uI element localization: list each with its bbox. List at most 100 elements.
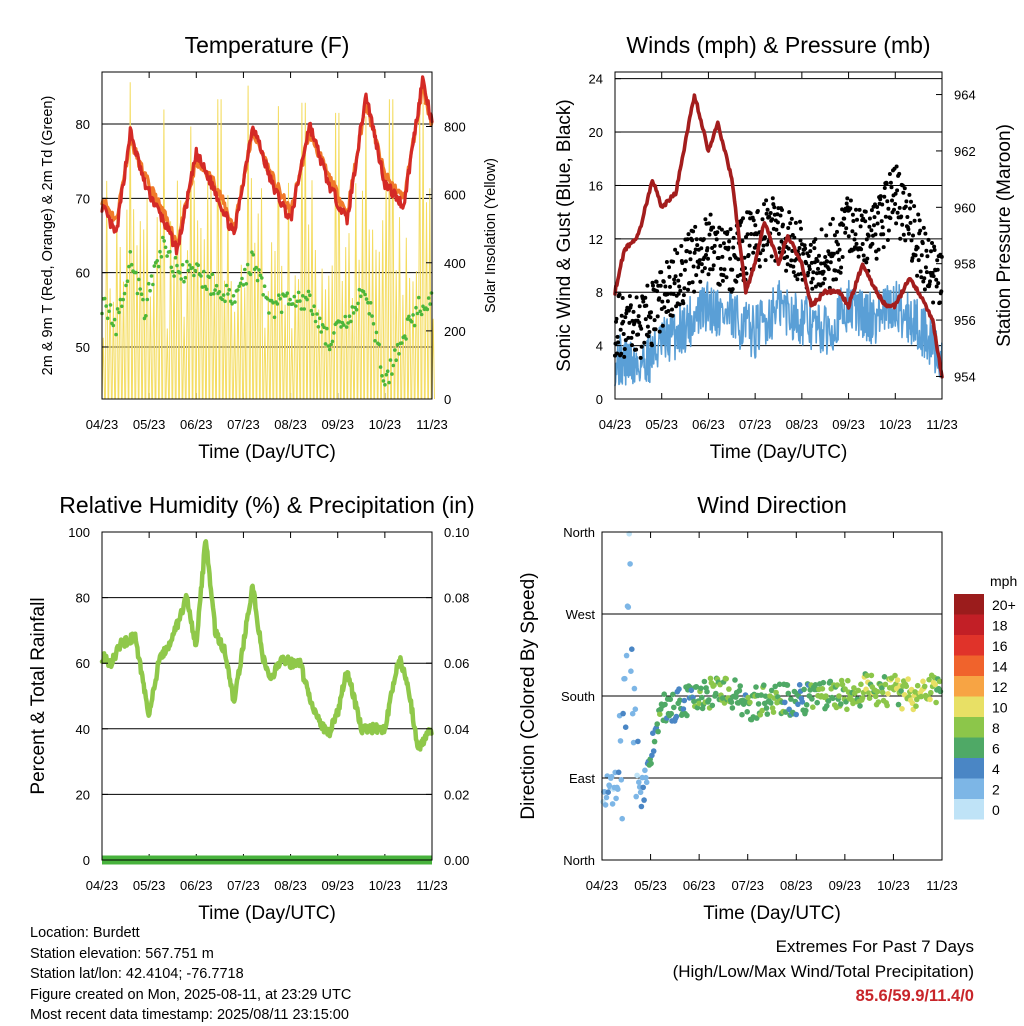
gust-point <box>678 288 683 293</box>
gust-point <box>696 265 701 270</box>
x-tick-label: 04/23 <box>86 417 119 432</box>
gust-point <box>760 217 765 222</box>
x-tick-label: 09/23 <box>832 417 865 432</box>
direction-point <box>629 646 635 652</box>
gust-point <box>903 204 908 209</box>
direction-point <box>799 699 806 705</box>
direction-point <box>753 684 759 690</box>
direction-point <box>668 710 674 717</box>
gust-point <box>924 248 929 253</box>
gust-point <box>922 276 927 281</box>
gust-point <box>854 207 858 212</box>
gust-point <box>844 226 849 231</box>
gust-point <box>923 265 928 270</box>
gust-point <box>720 278 725 283</box>
colorbar-swatch <box>954 655 984 676</box>
direction-point <box>881 674 888 680</box>
direction-point <box>613 795 619 802</box>
gust-point <box>686 232 691 237</box>
gust-point <box>863 209 868 214</box>
gust-point <box>886 228 891 233</box>
dewpoint-point <box>169 265 174 270</box>
gust-point <box>834 277 838 282</box>
dewpoint-point <box>165 254 169 258</box>
direction-point <box>745 694 751 701</box>
solar-spike <box>108 288 112 400</box>
gust-point <box>892 207 896 212</box>
direction-point <box>609 801 616 807</box>
gust-point <box>917 218 922 223</box>
solar-spike <box>411 281 415 400</box>
y-tick-label: 70 <box>76 191 90 206</box>
direction-point <box>605 789 611 795</box>
dewpoint-point <box>279 310 284 315</box>
gust-point <box>714 237 719 242</box>
dewpoint-point <box>277 293 281 298</box>
solar-spike <box>145 198 149 400</box>
gust-point <box>618 327 623 332</box>
dewpoint-point <box>412 323 417 328</box>
dewpoint-point <box>411 313 415 317</box>
gust-point <box>631 309 636 314</box>
gust-point <box>916 212 921 217</box>
x-tick-label: 10/23 <box>369 417 402 432</box>
direction-point <box>844 706 850 713</box>
direction-point <box>788 696 794 702</box>
dewpoint-point <box>200 285 205 289</box>
gust-point <box>758 251 763 256</box>
direction-point <box>784 682 791 688</box>
y2-tick-label: 400 <box>444 256 466 271</box>
gust-point <box>880 202 885 207</box>
dewpoint-point <box>137 277 141 282</box>
gust-point <box>777 246 782 251</box>
gust-point <box>907 192 912 197</box>
x-tick-label: 08/23 <box>274 417 307 432</box>
gust-point <box>639 344 644 349</box>
gust-point <box>660 299 665 304</box>
x-tick-label: 08/23 <box>786 417 819 432</box>
gust-point <box>649 310 653 315</box>
direction-point <box>879 689 886 696</box>
gust-point <box>833 268 838 273</box>
gust-point <box>727 239 732 244</box>
dewpoint-point <box>371 322 376 326</box>
solar-spike <box>189 126 193 400</box>
direction-point <box>810 704 816 710</box>
direction-point <box>920 678 926 685</box>
gust-point <box>628 303 633 308</box>
direction-point <box>701 678 708 685</box>
direction-point <box>615 769 622 776</box>
gust-point <box>740 239 745 244</box>
dewpoint-point <box>196 263 200 268</box>
direction-point <box>859 695 866 701</box>
dewpoint-point <box>190 266 195 270</box>
dewpoint-point <box>238 281 243 286</box>
dewpoint-point <box>138 287 142 291</box>
dewpoint-point <box>199 274 203 278</box>
direction-point <box>662 701 668 708</box>
gust-point <box>901 190 906 195</box>
gust-point <box>801 251 806 256</box>
dewpoint-point <box>342 323 346 327</box>
gust-point <box>738 272 743 277</box>
gust-point <box>745 232 750 237</box>
gust-point <box>792 235 797 240</box>
gust-point <box>838 270 843 275</box>
dewpoint-point <box>182 279 186 284</box>
gust-point <box>666 309 671 313</box>
colorbar-swatch <box>954 799 984 820</box>
gust-point <box>809 280 814 285</box>
gust-point <box>626 308 631 313</box>
gust-point <box>623 338 628 343</box>
gust-point <box>770 217 775 222</box>
y-tick-label: 20 <box>76 787 90 802</box>
gust-point <box>895 210 900 215</box>
gust-point <box>763 235 767 240</box>
gust-point <box>671 259 676 264</box>
gust-point <box>901 232 906 237</box>
dewpoint-point <box>349 319 353 324</box>
dewpoint-point <box>227 288 232 292</box>
dewpoint-point <box>193 268 198 273</box>
gust-point <box>806 254 811 258</box>
direction-point <box>641 797 647 803</box>
